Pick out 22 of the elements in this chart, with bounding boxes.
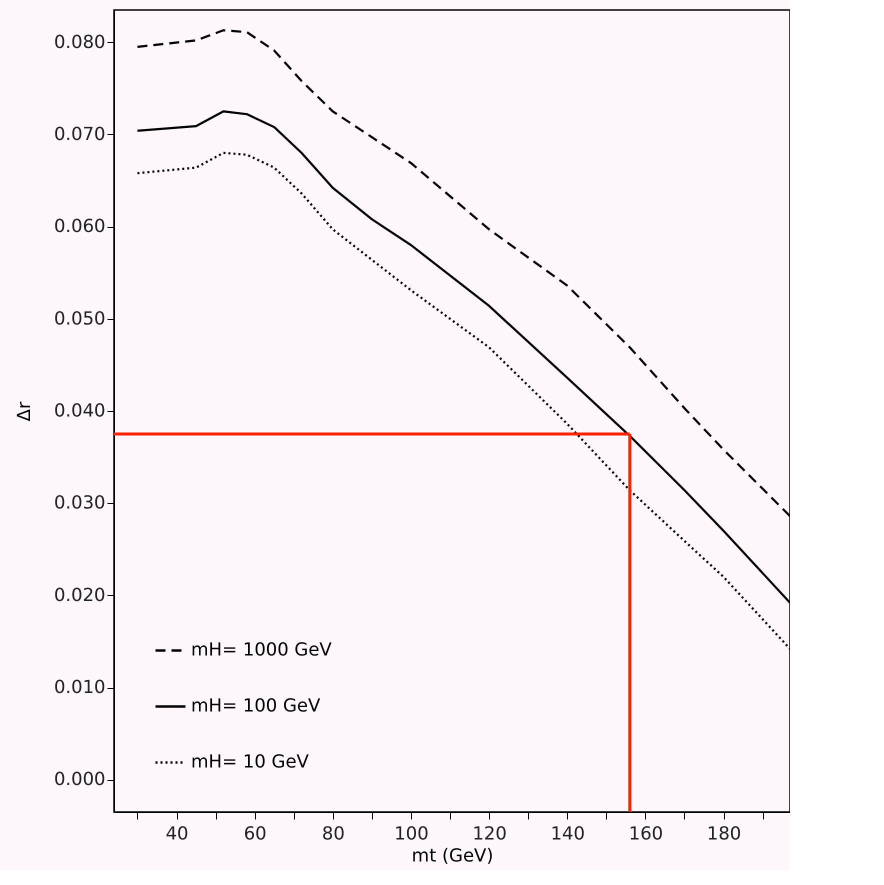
y-tick-label: 0.000 xyxy=(54,769,106,790)
y-tick-label: 0.010 xyxy=(54,677,106,698)
x-tick-label: 120 xyxy=(472,824,507,844)
y-tick-label: 0.020 xyxy=(54,584,106,606)
x-tick-label: 80 xyxy=(322,824,345,844)
x-tick-label: 160 xyxy=(628,824,664,844)
x-tick-label: 60 xyxy=(244,824,267,844)
y-tick-label: 0.060 xyxy=(54,216,106,238)
legend-label: mH= 100 GeV xyxy=(191,696,321,716)
x-tick-label: 100 xyxy=(394,824,429,844)
legend-label: mH= 1000 GeV xyxy=(191,640,332,660)
y-tick-label: 0.080 xyxy=(54,32,106,53)
x-axis-title: mt (GeV) xyxy=(412,846,494,866)
y-tick-label: 0.050 xyxy=(54,308,106,330)
x-tick-label: 140 xyxy=(550,824,585,844)
x-tick-label: 180 xyxy=(706,824,742,844)
y-tick-label: 0.070 xyxy=(54,124,106,145)
y-tick-label: 0.030 xyxy=(54,492,106,514)
legend-label: mH= 10 GeV xyxy=(191,752,310,772)
y-axis-title: Δr xyxy=(14,401,35,422)
y-tick-label: 0.040 xyxy=(54,400,106,422)
x-tick-label: 40 xyxy=(166,824,188,844)
